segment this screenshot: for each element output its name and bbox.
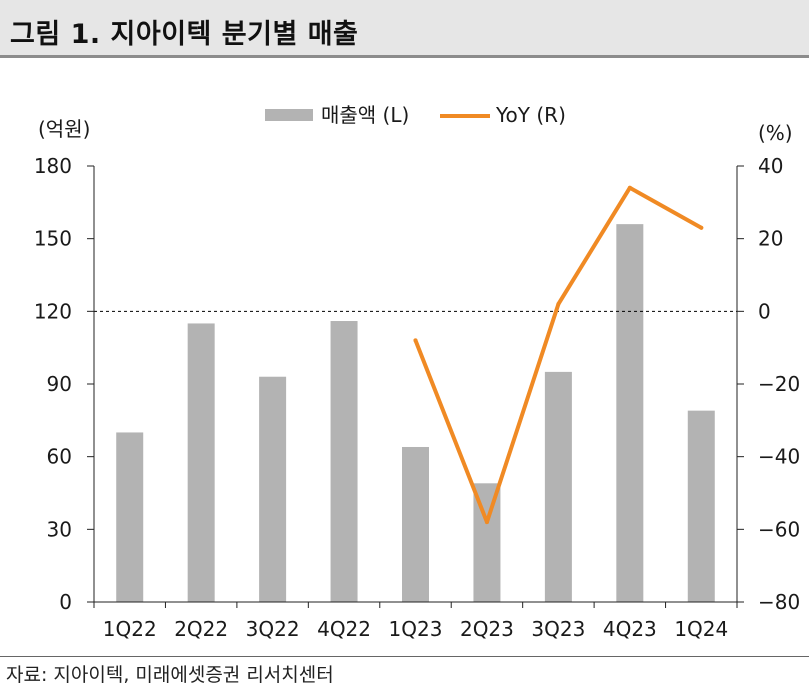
right-tick-label: −20: [758, 372, 800, 396]
right-axis-unit: (%): [758, 121, 793, 145]
bar-4Q23: [616, 224, 644, 602]
legend-line-label: YoY (R): [495, 103, 566, 127]
legend-bar-label: 매출액 (L): [321, 103, 409, 127]
bar-1Q23: [402, 446, 429, 602]
left-tick-label: 60: [47, 445, 72, 469]
yoy-point-3Q23: [556, 302, 561, 307]
category-label: 3Q23: [531, 617, 585, 641]
right-tick-label: −40: [758, 445, 800, 469]
yoy-point-1Q24: [699, 225, 704, 230]
bar-3Q23: [544, 371, 572, 602]
bar-4Q22: [330, 321, 358, 602]
footer-divider: [0, 656, 809, 657]
category-label: 2Q23: [460, 617, 514, 641]
yoy-point-2Q23: [484, 520, 489, 525]
left-tick-label: 120: [34, 299, 72, 323]
category-label: 1Q22: [103, 617, 157, 641]
category-label: 4Q23: [603, 617, 657, 641]
category-label: 1Q23: [389, 617, 443, 641]
right-tick-label: 40: [758, 154, 783, 178]
category-label: 4Q22: [317, 617, 371, 641]
left-axis-unit: (억원): [38, 117, 90, 141]
title-bar: 그림 1. 지아이텍 분기별 매출: [0, 0, 809, 58]
right-tick-label: −80: [758, 590, 800, 614]
left-tick-label: 150: [34, 227, 72, 251]
right-tick-label: −60: [758, 517, 800, 541]
category-label: 3Q22: [246, 617, 300, 641]
category-label: 1Q24: [674, 617, 728, 641]
left-tick-label: 90: [47, 372, 72, 396]
bar-2Q22: [187, 323, 215, 602]
source-note: 자료: 지아이텍, 미래에셋증권 리서치센터: [6, 664, 334, 686]
yoy-point-4Q23: [627, 185, 632, 190]
bar-1Q22: [116, 432, 144, 602]
right-tick-label: 20: [758, 227, 783, 251]
revenue-chart: 0 30 60 90 120 150 180 −80 −60 −40 −20 0 20 40 1Q22 2Q2…: [34, 103, 800, 641]
bar-3Q22: [259, 376, 287, 602]
legend-bar-swatch: [265, 109, 313, 121]
figure-title: 그림 1. 지아이텍 분기별 매출: [10, 19, 359, 50]
left-tick-label: 0: [59, 590, 72, 614]
category-label: 2Q22: [174, 617, 228, 641]
yoy-point-1Q23: [413, 338, 418, 343]
right-tick-label: 0: [758, 299, 771, 323]
left-tick-label: 180: [34, 154, 72, 178]
left-tick-label: 30: [47, 517, 72, 541]
bar-1Q24: [687, 410, 715, 602]
